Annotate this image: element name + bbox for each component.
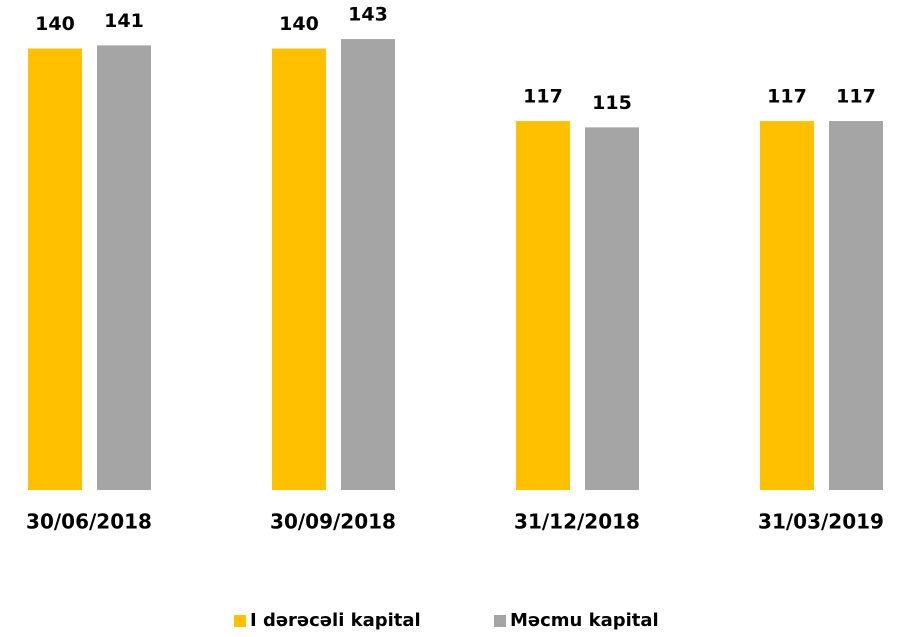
legend-label: Məcmu kapital — [510, 610, 659, 631]
x-tick-label: 31/12/2018 — [514, 510, 640, 534]
data-label: 117 — [523, 86, 563, 108]
bar — [760, 121, 814, 490]
bar — [28, 48, 82, 491]
data-label: 117 — [767, 86, 807, 108]
bar — [829, 121, 883, 490]
bar — [341, 39, 395, 490]
legend-label: I dərəcəli kapital — [250, 610, 421, 631]
x-tick-label: 31/03/2019 — [758, 510, 884, 534]
data-label: 141 — [104, 10, 144, 32]
data-label: 117 — [836, 86, 876, 108]
data-label: 143 — [348, 4, 388, 26]
bar — [585, 127, 639, 490]
data-label: 115 — [592, 92, 632, 114]
x-tick-label: 30/06/2018 — [26, 510, 152, 534]
data-label: 140 — [35, 13, 75, 35]
data-label: 140 — [279, 13, 319, 35]
legend-swatch — [234, 615, 246, 627]
bar — [272, 48, 326, 491]
legend-swatch — [494, 615, 506, 627]
bar — [516, 121, 570, 490]
x-tick-label: 30/09/2018 — [270, 510, 396, 534]
bar — [97, 45, 151, 490]
